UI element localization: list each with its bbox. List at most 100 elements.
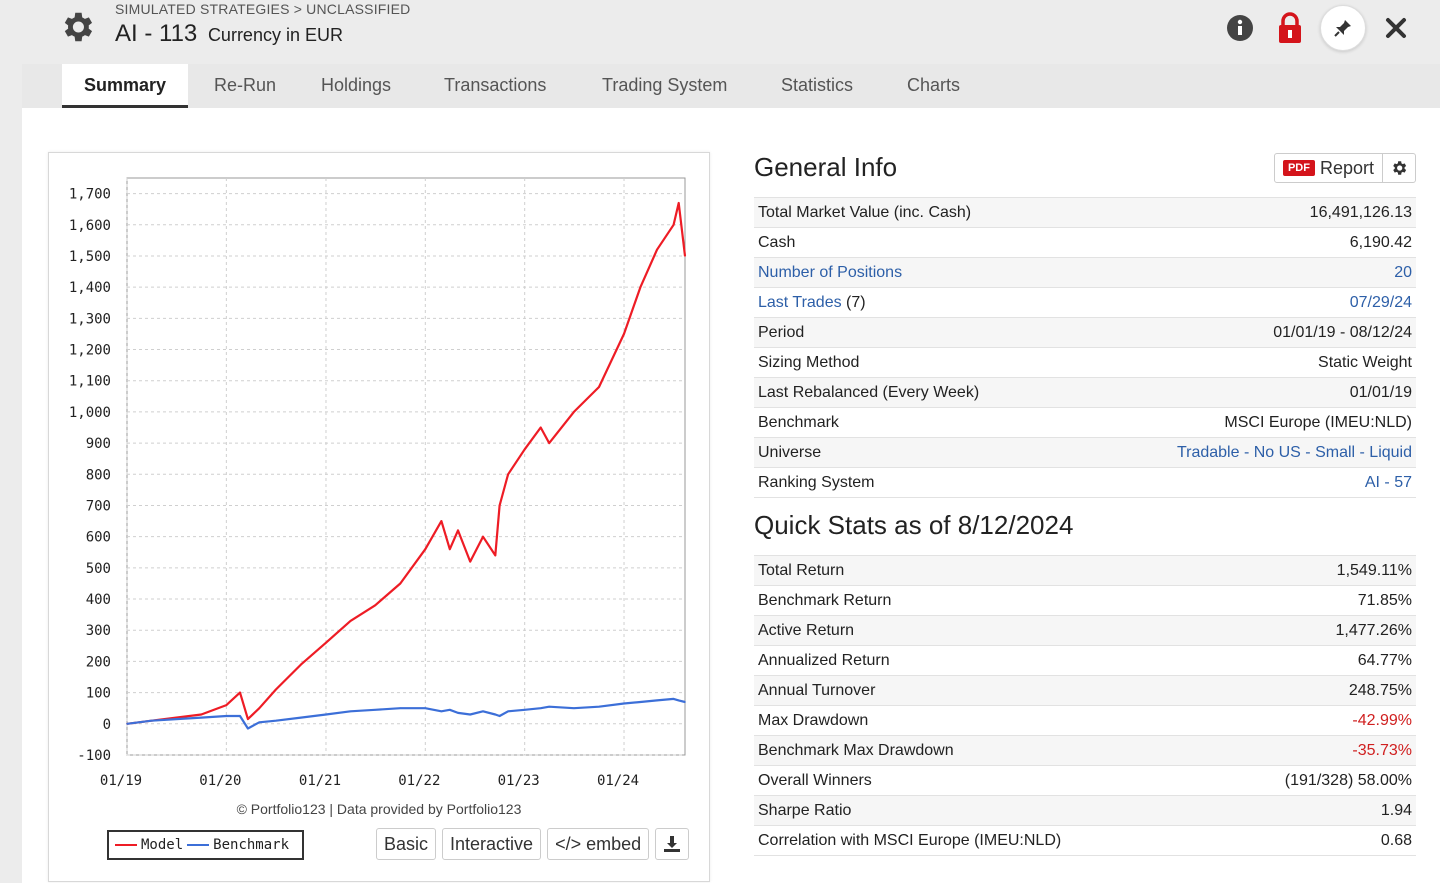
data-point-model [399, 582, 402, 585]
row-value: 01/01/19 - 08/12/24 [1075, 317, 1416, 348]
number-of-positions-link[interactable]: Number of Positions [754, 257, 1076, 288]
data-point-benchmark [325, 713, 327, 716]
data-point-benchmark [573, 707, 575, 710]
last-trades-date-link[interactable]: 07/29/24 [1075, 287, 1416, 318]
download-button[interactable] [655, 828, 690, 860]
data-point-model [656, 248, 658, 251]
universe-link[interactable]: Tradable - No US - Small - Liquid [1075, 437, 1416, 468]
close-icon[interactable] [1376, 8, 1416, 48]
y-tick-label: 800 [86, 467, 111, 483]
row-value: 248.75% [1215, 675, 1416, 706]
tab-re-run[interactable]: Re-Run [214, 75, 277, 95]
data-point-model [573, 411, 575, 413]
currency-label: Currency in EUR [207, 25, 343, 45]
basic-button[interactable]: Basic [376, 828, 437, 860]
tab-charts[interactable]: Charts [907, 75, 961, 95]
tab-bar: Summary Re-Run Holdings Transactions Tra… [22, 64, 1440, 108]
data-point-model [494, 554, 497, 557]
row-label: Universe [754, 437, 1076, 468]
row-value: 0.68 [1215, 825, 1416, 856]
y-tick-label: 0 [103, 717, 111, 733]
y-tick-label: 1,000 [69, 405, 111, 421]
row-value: MSCI Europe (IMEU:NLD) [1075, 407, 1416, 438]
legend-label-benchmark: Benchmark [213, 837, 290, 853]
row-label: Ranking System [754, 467, 1076, 498]
x-tick-label: 01/19 [100, 773, 142, 789]
data-point-benchmark [399, 707, 402, 710]
data-point-benchmark [656, 699, 658, 702]
general-info-table: Total Market Value (inc. Cash) 16,491,126… [754, 197, 1416, 498]
x-tick-label: 01/21 [299, 773, 341, 789]
row-label: Total Market Value (inc. Cash) [754, 197, 1076, 228]
data-point-model [684, 255, 686, 257]
gear-icon [1393, 161, 1407, 175]
report-button[interactable]: PDF Report [1275, 154, 1382, 182]
table-row: Sizing Method Static Weight [754, 347, 1416, 378]
data-point-model [440, 520, 443, 522]
row-label: Total Return [754, 555, 1216, 586]
row-label: Max Drawdown [754, 705, 1216, 736]
series-line-benchmark [126, 697, 686, 730]
pin-button[interactable] [1320, 5, 1366, 51]
plot-area [126, 177, 686, 756]
data-point-model [548, 442, 550, 444]
row-label: Benchmark Return [754, 585, 1216, 616]
data-point-benchmark [300, 716, 302, 719]
y-tick-label: 700 [86, 498, 111, 514]
row-value: 64.77% [1215, 645, 1416, 676]
y-tick-label: 1,300 [69, 311, 111, 327]
data-point-benchmark [126, 723, 128, 725]
settings-gear-icon[interactable] [58, 8, 96, 46]
data-point-model [300, 663, 302, 666]
data-point-benchmark [440, 710, 443, 713]
tab-statistics[interactable]: Statistics [781, 75, 854, 95]
table-row: Correlation with MSCI Europe (IMEU:NLD) 0… [754, 825, 1416, 856]
table-row: Active Return 1,477.26% [754, 615, 1416, 646]
legend-item-benchmark[interactable]: Benchmark [185, 837, 289, 853]
y-tick-label: 300 [86, 623, 111, 639]
performance-chart[interactable]: -100 0 100 200 300 400 500 600 700 800 900 1,000 1,1… [49, 153, 709, 793]
y-tick-label: 500 [86, 561, 111, 577]
report-settings-button[interactable] [1382, 154, 1415, 182]
last-trades-count: (7) [841, 293, 866, 311]
tab-holdings[interactable]: Holdings [321, 75, 392, 95]
row-label: Sizing Method [754, 347, 1076, 378]
tab-trading-system[interactable]: Trading System [602, 75, 728, 95]
breadcrumb[interactable]: SIMULATED STRATEGIES > UNCLASSIFIED [115, 1, 411, 17]
ranking-system-link[interactable]: AI - 57 [1075, 467, 1416, 498]
strategy-name: AI - 113 [115, 20, 198, 47]
lock-icon[interactable] [1270, 8, 1310, 48]
data-point-model [539, 426, 542, 429]
row-label: Benchmark [754, 407, 1076, 438]
report-controls: PDF Report [1273, 153, 1416, 183]
data-point-model [507, 473, 509, 476]
legend-swatch-benchmark [187, 844, 210, 846]
data-point-benchmark [424, 707, 427, 710]
data-point-model [258, 707, 261, 710]
tab-summary[interactable]: Summary [62, 64, 189, 108]
data-point-model [247, 718, 249, 720]
table-row: Benchmark MSCI Europe (IMEU:NLD) [754, 407, 1416, 438]
table-row: Ranking System AI - 57 [754, 467, 1416, 498]
row-value: -42.99% [1215, 705, 1416, 736]
last-trades-link[interactable]: Last Trades [758, 293, 842, 311]
chart-buttons: Basic Interactive </> embed [376, 828, 690, 860]
legend-item-model[interactable]: Model [113, 837, 183, 853]
row-value: (191/328) 58.00% [1215, 765, 1416, 796]
chart-credit: © Portfolio123 | Data provided by Portfo… [236, 801, 522, 817]
data-point-model [672, 223, 675, 226]
table-row: Total Return 1,549.11% [754, 555, 1416, 586]
tab-transactions[interactable]: Transactions [444, 75, 547, 95]
data-point-model [469, 560, 472, 563]
series-line-model [126, 201, 687, 725]
info-icon[interactable] [1220, 8, 1260, 48]
data-point-model [374, 604, 377, 607]
data-point-model [175, 716, 178, 719]
data-point-model [239, 691, 241, 694]
embed-button[interactable]: </> embed [547, 828, 650, 860]
positions-count-link[interactable]: 20 [1075, 257, 1416, 288]
data-point-benchmark [598, 705, 600, 708]
data-point-benchmark [507, 710, 509, 713]
interactive-button[interactable]: Interactive [442, 828, 542, 860]
data-point-model [677, 202, 680, 204]
